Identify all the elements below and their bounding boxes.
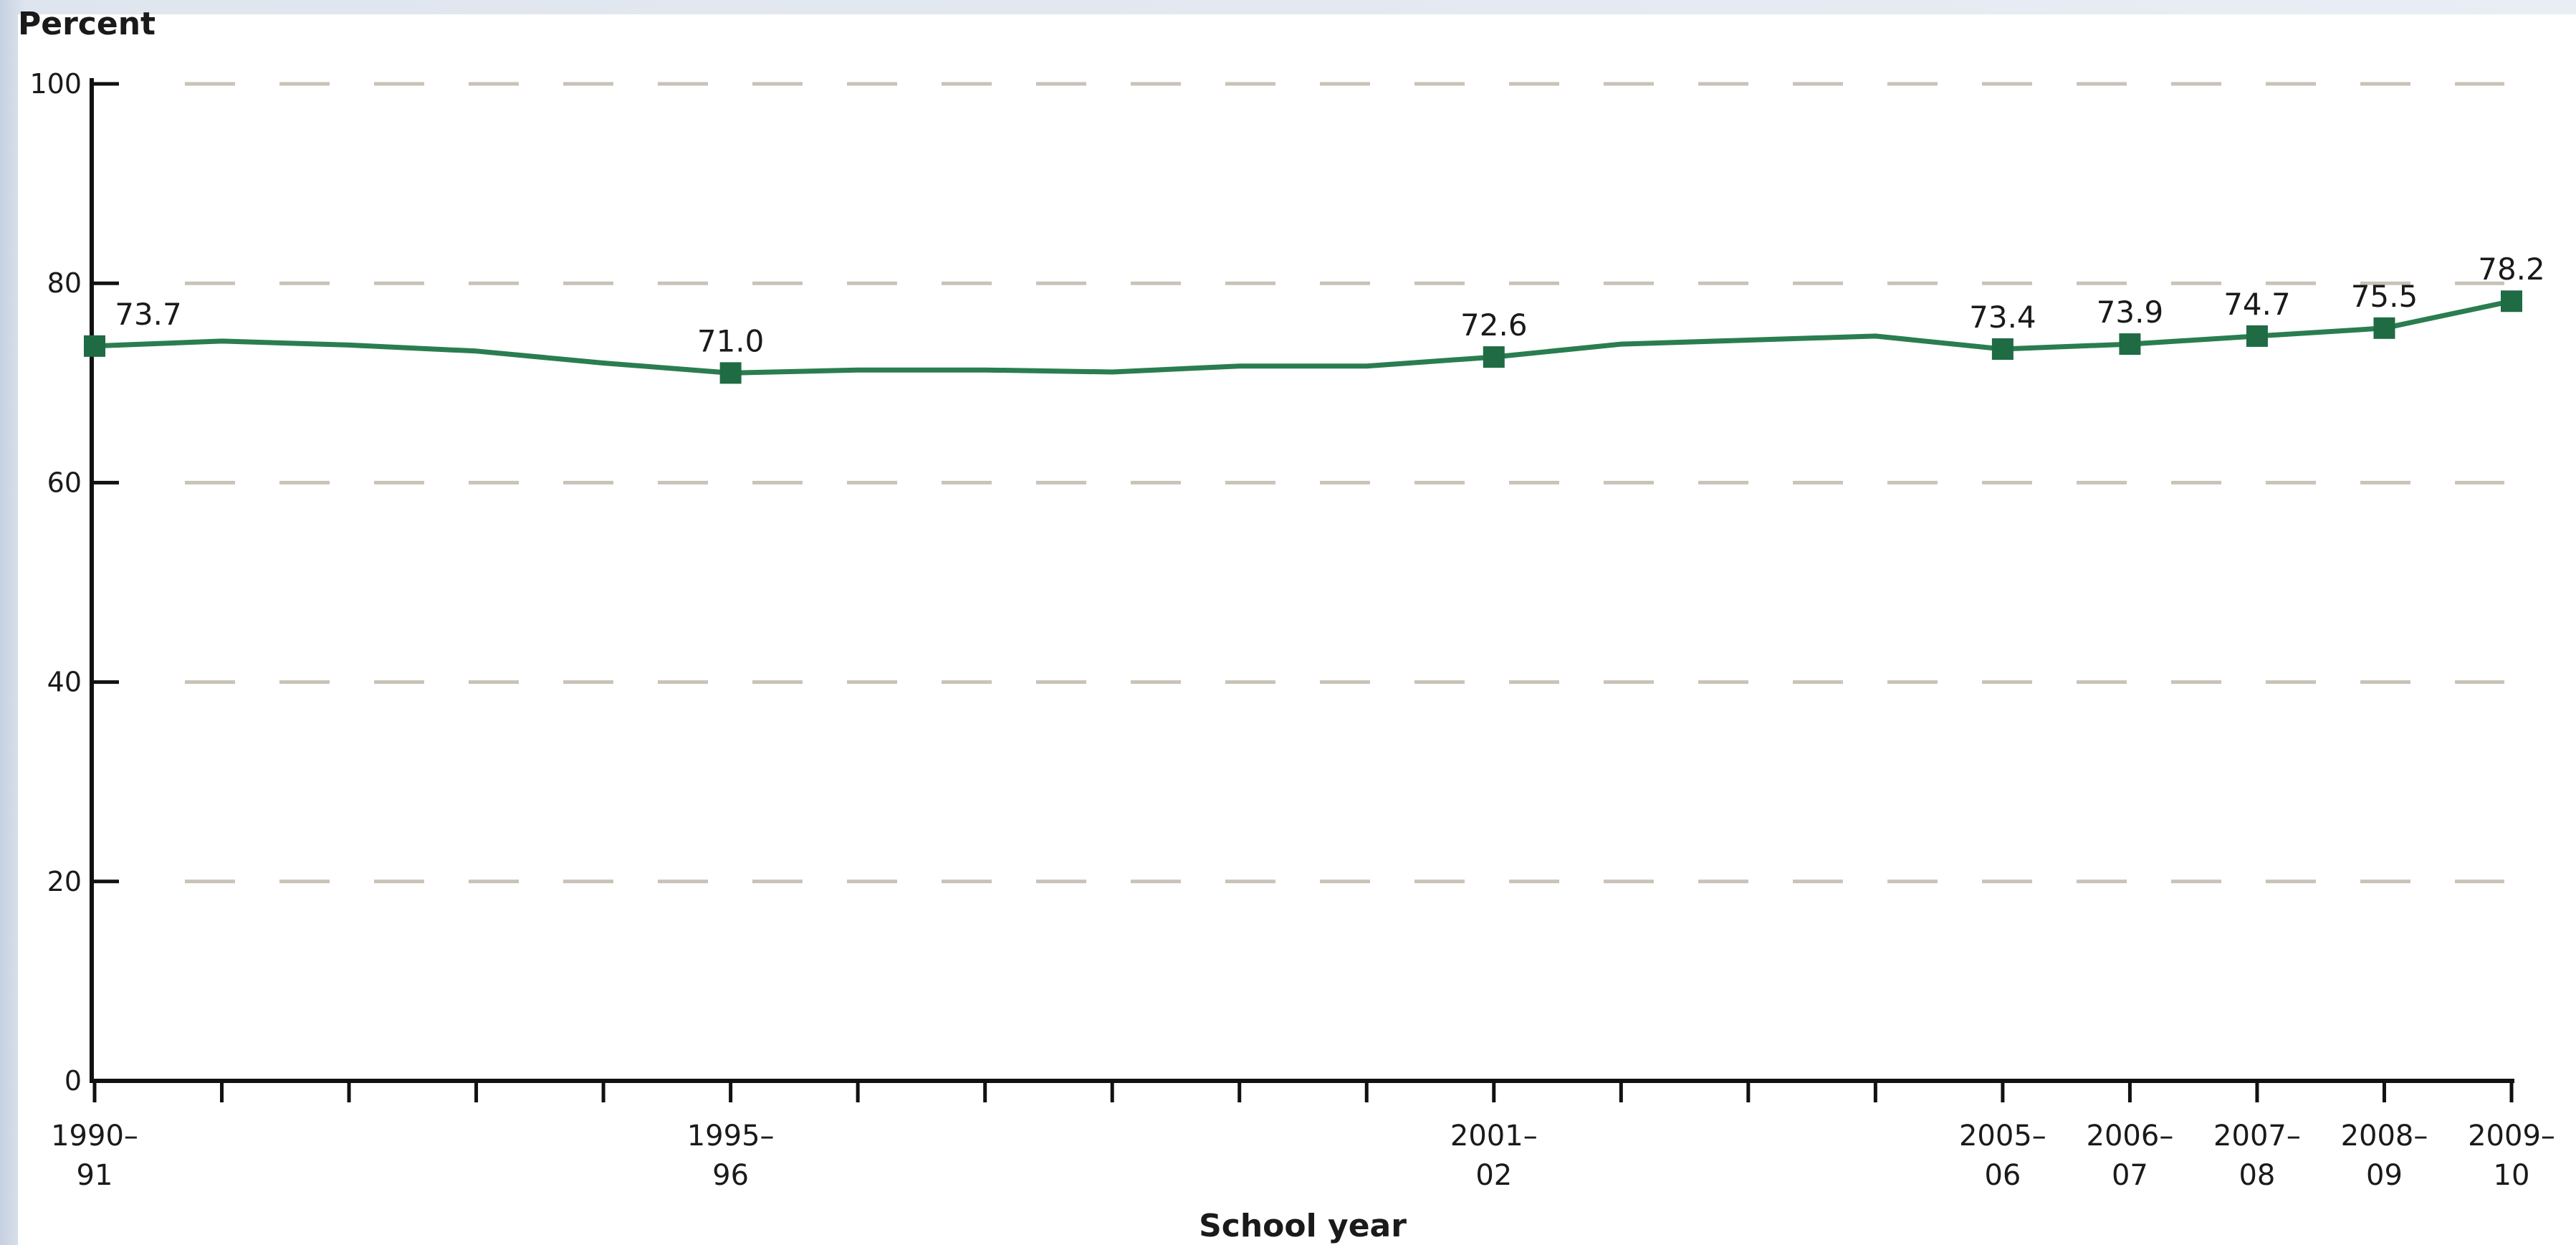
y-tick-label-40: 40: [47, 667, 82, 698]
x-tick-label-11-line1: 2001–: [1450, 1120, 1538, 1153]
data-point-18: [2373, 317, 2395, 339]
series-layer: [84, 290, 2522, 384]
y-tick-label-60: 60: [47, 467, 82, 498]
y-tick-label-20: 20: [47, 866, 82, 897]
data-point-16: [2119, 333, 2141, 356]
x-tick-label-19-line1: 2009–: [2468, 1120, 2555, 1153]
data-label-19: 78.2: [2478, 252, 2545, 287]
data-point-19: [2501, 290, 2522, 313]
data-label-15: 73.4: [1969, 300, 2036, 335]
x-tick-label-5-line2: 96: [712, 1159, 749, 1192]
data-label-16: 73.9: [2097, 295, 2164, 330]
x-tick-label-15-line1: 2005–: [1959, 1120, 2046, 1153]
data-point-15: [1991, 338, 2014, 361]
x-tick-label-15-line2: 06: [1984, 1159, 2021, 1192]
axes: [90, 78, 2514, 1102]
x-tick-label-16-line2: 07: [2112, 1159, 2148, 1192]
y-tick-label-0: 0: [64, 1065, 82, 1097]
data-label-11: 72.6: [1460, 307, 1528, 343]
data-point-11: [1483, 346, 1505, 368]
data-point-17: [2246, 325, 2268, 347]
data-label-5: 71.0: [697, 323, 765, 358]
y-axis-title: Percent: [18, 6, 155, 42]
labels: Percent School year 0204060801001990–911…: [18, 6, 2555, 1244]
x-tick-label-18-line2: 09: [2366, 1159, 2403, 1192]
data-point-0: [84, 335, 105, 357]
gridlines: [185, 82, 2504, 884]
x-tick-label-17-line2: 08: [2239, 1159, 2275, 1192]
x-axis-title: School year: [1199, 1208, 1407, 1244]
y-tick-label-80: 80: [47, 267, 82, 299]
y-tick-label-100: 100: [29, 68, 82, 100]
chart-panel: [18, 14, 2576, 1245]
series-line: [94, 298, 2512, 376]
x-tick-label-19-line2: 10: [2494, 1159, 2530, 1192]
x-tick-label-5-line1: 1995–: [687, 1120, 775, 1153]
x-tick-label-0-line1: 1990–: [51, 1120, 138, 1153]
data-label-18: 75.5: [2351, 279, 2418, 314]
x-tick-label-17-line1: 2007–: [2213, 1120, 2301, 1153]
x-tick-label-11-line2: 02: [1475, 1159, 1512, 1192]
data-label-17: 74.7: [2223, 287, 2291, 322]
x-tick-label-18-line1: 2008–: [2341, 1120, 2428, 1153]
data-label-0: 73.7: [115, 297, 182, 332]
data-point-5: [719, 362, 742, 384]
x-tick-label-0-line2: 91: [77, 1159, 113, 1192]
x-tick-label-16-line1: 2006–: [2087, 1120, 2174, 1153]
